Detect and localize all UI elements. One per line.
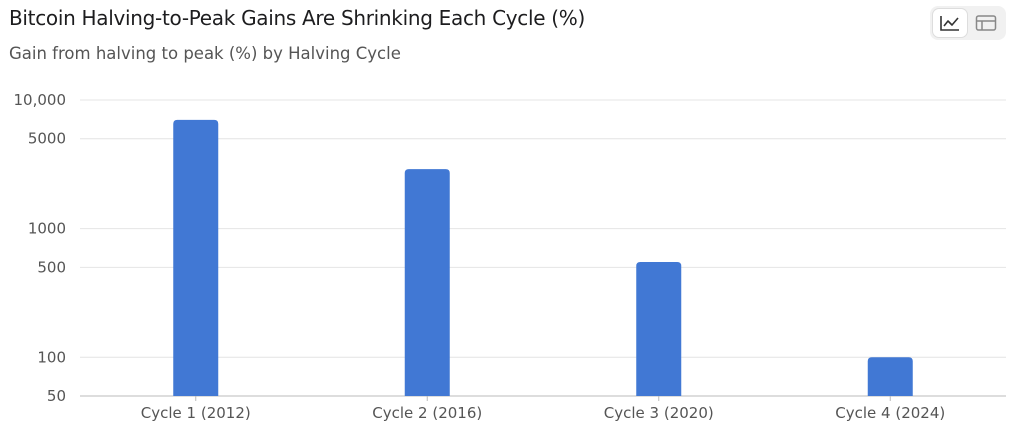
x-tick-label: Cycle 2 (2016) xyxy=(372,404,482,422)
chart-view-button[interactable] xyxy=(933,9,967,37)
y-tick-label: 100 xyxy=(37,348,66,366)
x-tick-label: Cycle 4 (2024) xyxy=(835,404,945,422)
table-icon xyxy=(975,15,997,31)
y-tick-label: 50 xyxy=(47,387,66,405)
table-view-button[interactable] xyxy=(969,9,1003,37)
bar xyxy=(173,119,219,397)
y-tick-label: 500 xyxy=(37,258,66,276)
bar xyxy=(636,262,682,396)
chart-subtitle: Gain from halving to peak (%) by Halving… xyxy=(9,44,401,63)
bar xyxy=(867,357,913,396)
y-tick-label: 5000 xyxy=(28,130,66,148)
y-tick-label: 1000 xyxy=(28,220,66,238)
chart-title: Bitcoin Halving-to-Peak Gains Are Shrink… xyxy=(9,6,586,30)
line-chart-icon xyxy=(940,16,959,31)
x-tick-label: Cycle 3 (2020) xyxy=(604,404,714,422)
y-tick-label: 10,000 xyxy=(14,91,67,109)
view-toggle xyxy=(930,6,1006,40)
x-tick-label: Cycle 1 (2012) xyxy=(141,404,251,422)
bar xyxy=(404,169,450,396)
